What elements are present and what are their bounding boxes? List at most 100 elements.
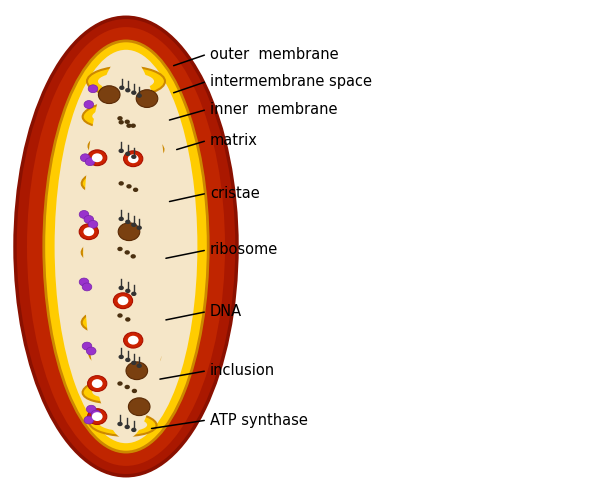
Ellipse shape <box>125 220 131 224</box>
Ellipse shape <box>131 361 137 365</box>
Ellipse shape <box>137 94 142 98</box>
Ellipse shape <box>124 332 143 348</box>
Text: inclusion: inclusion <box>210 363 275 378</box>
Ellipse shape <box>92 173 142 190</box>
Ellipse shape <box>125 88 131 93</box>
Ellipse shape <box>92 379 103 388</box>
Ellipse shape <box>84 215 94 223</box>
Ellipse shape <box>89 203 161 229</box>
Text: intermembrane space: intermembrane space <box>210 74 372 89</box>
Ellipse shape <box>98 72 154 90</box>
Ellipse shape <box>89 343 160 369</box>
Ellipse shape <box>99 208 151 224</box>
Ellipse shape <box>119 85 125 90</box>
Ellipse shape <box>83 101 151 128</box>
Ellipse shape <box>131 123 136 128</box>
Ellipse shape <box>133 188 138 192</box>
Ellipse shape <box>137 225 142 230</box>
Ellipse shape <box>119 217 124 221</box>
Ellipse shape <box>83 227 94 236</box>
Text: DNA: DNA <box>210 304 242 319</box>
Ellipse shape <box>100 348 150 364</box>
Ellipse shape <box>118 296 128 305</box>
Ellipse shape <box>88 85 98 93</box>
Ellipse shape <box>83 54 169 439</box>
Ellipse shape <box>92 242 142 259</box>
Ellipse shape <box>27 27 225 466</box>
Ellipse shape <box>118 422 123 426</box>
Ellipse shape <box>131 223 137 227</box>
Ellipse shape <box>125 317 131 322</box>
Ellipse shape <box>128 154 139 163</box>
Ellipse shape <box>82 168 152 195</box>
Ellipse shape <box>82 342 92 350</box>
Ellipse shape <box>99 417 147 431</box>
Ellipse shape <box>80 154 90 162</box>
Ellipse shape <box>125 152 131 156</box>
Ellipse shape <box>118 223 140 241</box>
Ellipse shape <box>79 224 98 240</box>
Ellipse shape <box>125 250 130 254</box>
Ellipse shape <box>15 17 237 476</box>
Ellipse shape <box>89 412 157 436</box>
Ellipse shape <box>92 106 142 122</box>
Ellipse shape <box>84 416 94 424</box>
Text: inner  membrane: inner membrane <box>210 102 337 117</box>
Ellipse shape <box>44 41 208 452</box>
Ellipse shape <box>119 120 124 125</box>
Ellipse shape <box>88 409 107 424</box>
Ellipse shape <box>98 86 120 104</box>
Ellipse shape <box>84 101 94 108</box>
Ellipse shape <box>89 273 161 299</box>
Ellipse shape <box>125 424 130 429</box>
Text: cristae: cristae <box>210 186 260 201</box>
Ellipse shape <box>99 278 151 294</box>
Ellipse shape <box>127 123 132 128</box>
Ellipse shape <box>124 151 143 167</box>
Ellipse shape <box>82 237 152 264</box>
Ellipse shape <box>127 184 132 188</box>
Ellipse shape <box>88 220 98 228</box>
Ellipse shape <box>92 383 142 398</box>
Ellipse shape <box>82 307 152 334</box>
Ellipse shape <box>119 149 124 153</box>
Ellipse shape <box>131 427 137 432</box>
Ellipse shape <box>131 155 137 159</box>
Text: matrix: matrix <box>210 133 258 148</box>
Ellipse shape <box>83 378 151 403</box>
Ellipse shape <box>126 362 148 380</box>
Ellipse shape <box>125 120 130 124</box>
Ellipse shape <box>113 293 133 309</box>
Ellipse shape <box>128 336 139 345</box>
Ellipse shape <box>89 134 163 162</box>
Ellipse shape <box>125 289 131 293</box>
Ellipse shape <box>125 385 130 389</box>
Ellipse shape <box>91 410 101 418</box>
Text: outer  membrane: outer membrane <box>210 47 338 62</box>
Ellipse shape <box>137 364 142 368</box>
Ellipse shape <box>92 412 103 421</box>
Ellipse shape <box>87 67 165 96</box>
Ellipse shape <box>131 292 137 296</box>
Ellipse shape <box>88 150 107 166</box>
Ellipse shape <box>119 286 124 290</box>
Ellipse shape <box>82 283 92 291</box>
Ellipse shape <box>88 376 107 391</box>
Text: ATP synthase: ATP synthase <box>210 413 308 427</box>
Ellipse shape <box>79 278 89 286</box>
Ellipse shape <box>86 405 96 413</box>
Text: ribosome: ribosome <box>210 243 278 257</box>
Ellipse shape <box>118 246 123 251</box>
Ellipse shape <box>131 91 137 95</box>
Ellipse shape <box>92 312 142 329</box>
Ellipse shape <box>119 355 124 359</box>
Ellipse shape <box>86 347 96 355</box>
Ellipse shape <box>118 116 123 121</box>
Ellipse shape <box>92 153 103 162</box>
Ellipse shape <box>99 140 153 156</box>
Ellipse shape <box>128 398 150 416</box>
Ellipse shape <box>125 358 131 362</box>
Ellipse shape <box>119 181 124 186</box>
Ellipse shape <box>136 90 158 107</box>
Ellipse shape <box>118 382 123 386</box>
